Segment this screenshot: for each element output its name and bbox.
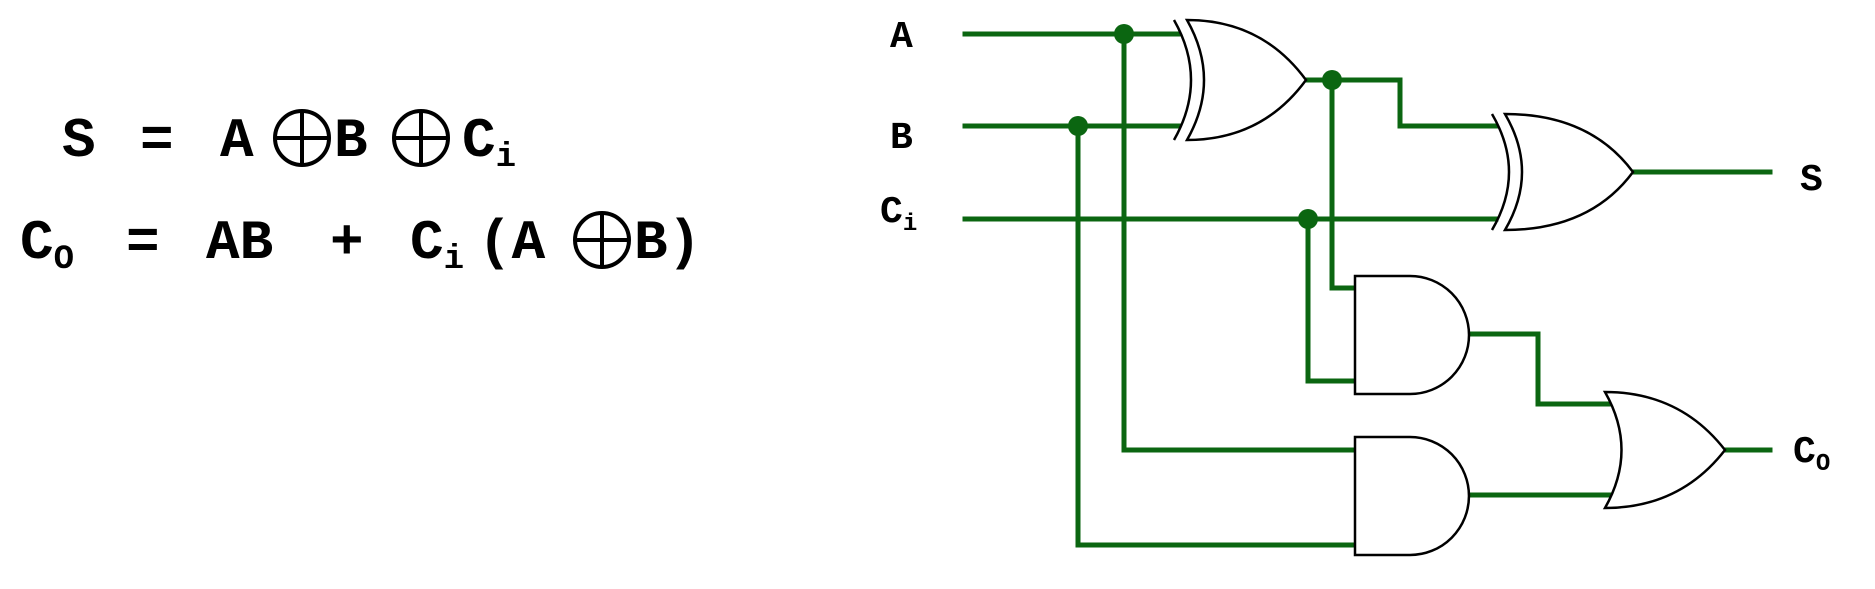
sum-term-b: B <box>334 109 368 173</box>
sum-lhs: S <box>62 109 96 173</box>
wire-and1-to-or <box>1466 331 1613 407</box>
input-label-a: A <box>890 16 913 59</box>
xor-symbol-2 <box>392 109 450 167</box>
junction-ci <box>1298 209 1318 229</box>
carry-equals: = <box>126 211 160 275</box>
input-label-ci: Ci <box>880 191 917 238</box>
sum-term-ci: Ci <box>462 109 516 177</box>
input-label-b: B <box>890 117 913 160</box>
or-gate <box>1602 390 1727 510</box>
wires <box>962 31 1773 548</box>
output-label-co: CO <box>1793 431 1830 478</box>
carry-term-ab: AB <box>206 211 273 275</box>
junction-b <box>1068 116 1088 136</box>
wire-ci-to-and <box>1305 216 1363 384</box>
junction-a <box>1114 24 1134 44</box>
sum-equals: = <box>140 109 174 173</box>
sum-equation: S = A B Ci <box>62 109 516 177</box>
xor-gate-1 <box>1172 18 1308 142</box>
output-label-s: S <box>1800 159 1823 202</box>
xor-gate-2 <box>1490 112 1635 232</box>
carry-b-close-paren: B) <box>634 211 701 275</box>
carry-equation: CO = AB + Ci (A B) <box>20 211 701 279</box>
junction-xor1-out <box>1322 70 1342 90</box>
wire-a-branch <box>1121 31 1363 453</box>
junctions <box>1068 24 1342 229</box>
wire-xor1-out <box>1303 77 1499 129</box>
and-gate-2 <box>1353 435 1471 557</box>
carry-term-ci: Ci <box>410 211 464 279</box>
xor-symbol-3 <box>573 211 631 269</box>
carry-open-paren-a: (A <box>478 211 546 275</box>
wire-xor1-to-and <box>1329 77 1363 291</box>
xor-symbol-1 <box>273 109 331 167</box>
sum-term-a: A <box>220 109 254 173</box>
carry-plus: + <box>330 211 364 275</box>
wire-b-branch <box>1075 123 1363 548</box>
carry-lhs: CO <box>20 211 74 279</box>
and-gate-1 <box>1353 274 1471 396</box>
